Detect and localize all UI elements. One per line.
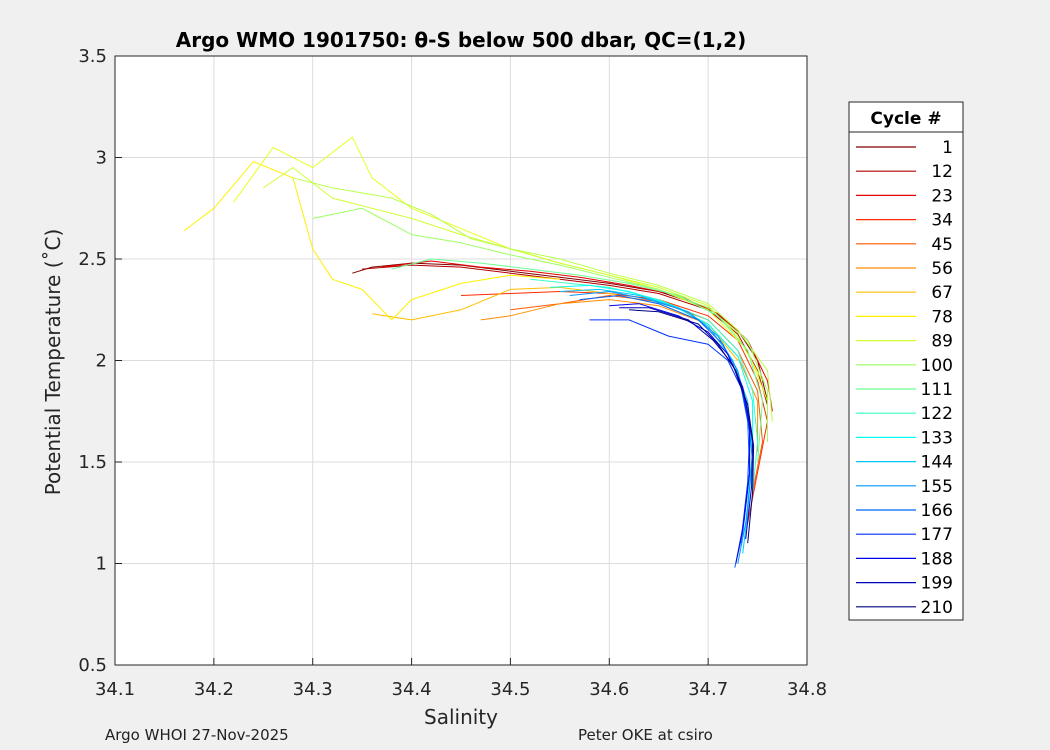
x-tick-label: 34.2 xyxy=(194,679,234,700)
legend-label: 1 xyxy=(942,138,953,158)
legend-label: 155 xyxy=(921,477,953,497)
legend-label: 45 xyxy=(931,235,953,255)
series-line-11 xyxy=(312,207,768,442)
legend-label: 78 xyxy=(931,307,953,327)
y-tick-label: 3.5 xyxy=(78,46,107,67)
y-tick-label: 2.5 xyxy=(78,249,107,270)
plot-lines xyxy=(183,136,773,568)
legend-title: Cycle # xyxy=(870,109,941,129)
legend: Cycle # 1 12 23 34 45 56 67 78 89 100 111 122 133 144… xyxy=(848,101,964,621)
series-line-13 xyxy=(530,278,759,493)
series-line-20 xyxy=(619,307,754,540)
legend-label: 56 xyxy=(931,259,953,279)
legend-entries: 1 12 23 34 45 56 67 78 89 100 111 122 133 144 155 166 17… xyxy=(856,138,953,618)
legend-label: 111 xyxy=(921,380,953,400)
x-tick-label: 34.1 xyxy=(95,679,135,700)
y-axis-label: Potential Temperature (˚C) xyxy=(41,229,65,496)
legend-label: 12 xyxy=(931,162,953,182)
legend-label: 166 xyxy=(921,501,953,521)
legend-label: 34 xyxy=(931,211,953,231)
x-tick-label: 34.7 xyxy=(688,679,728,700)
y-tick-label: 0.5 xyxy=(78,655,107,676)
legend-label: 122 xyxy=(921,404,953,424)
series-line-7 xyxy=(183,161,560,321)
x-tick-label: 34.5 xyxy=(490,679,530,700)
series-line-10 xyxy=(292,177,773,422)
plot-frame xyxy=(114,55,808,666)
series-line-14 xyxy=(549,284,754,503)
chart-title: Argo WMO 1901750: θ-S below 500 dbar, QC… xyxy=(176,28,746,52)
legend-label: 188 xyxy=(921,549,953,569)
legend-label: 177 xyxy=(921,525,953,545)
y-tick-label: 1.5 xyxy=(78,452,107,473)
footer-left: Argo WHOI 27-Nov-2025 xyxy=(105,726,289,744)
x-tick-label: 34.8 xyxy=(787,679,827,700)
series-line-18 xyxy=(589,319,751,544)
series-line-3 xyxy=(460,291,768,523)
series-line-16 xyxy=(569,291,754,564)
series-line-21 xyxy=(629,309,755,544)
y-tick-label: 2 xyxy=(96,351,107,372)
legend-label: 199 xyxy=(921,574,953,594)
series-line-12 xyxy=(391,258,763,463)
x-tick-label: 34.6 xyxy=(589,679,629,700)
legend-label: 23 xyxy=(931,186,953,206)
legend-label: 67 xyxy=(931,283,953,303)
legend-label: 144 xyxy=(921,453,953,473)
footer-right: Peter OKE at csiro xyxy=(578,726,713,744)
x-tick-label: 34.4 xyxy=(392,679,432,700)
legend-label: 210 xyxy=(921,598,953,618)
series-line-2 xyxy=(381,260,773,412)
y-tick-label: 3 xyxy=(96,148,107,169)
y-tick-labels: 0.5 1 1.5 2 2.5 3 3.5 xyxy=(78,46,107,676)
legend-label: 100 xyxy=(921,356,953,376)
x-tick-labels: 34.1 34.2 34.3 34.4 34.5 34.6 34.7 34.8 xyxy=(95,679,827,700)
x-axis-label: Salinity xyxy=(424,705,498,729)
legend-label: 133 xyxy=(921,428,953,448)
x-tick-label: 34.3 xyxy=(293,679,333,700)
y-tick-label: 1 xyxy=(96,554,107,575)
legend-label: 89 xyxy=(931,332,953,352)
